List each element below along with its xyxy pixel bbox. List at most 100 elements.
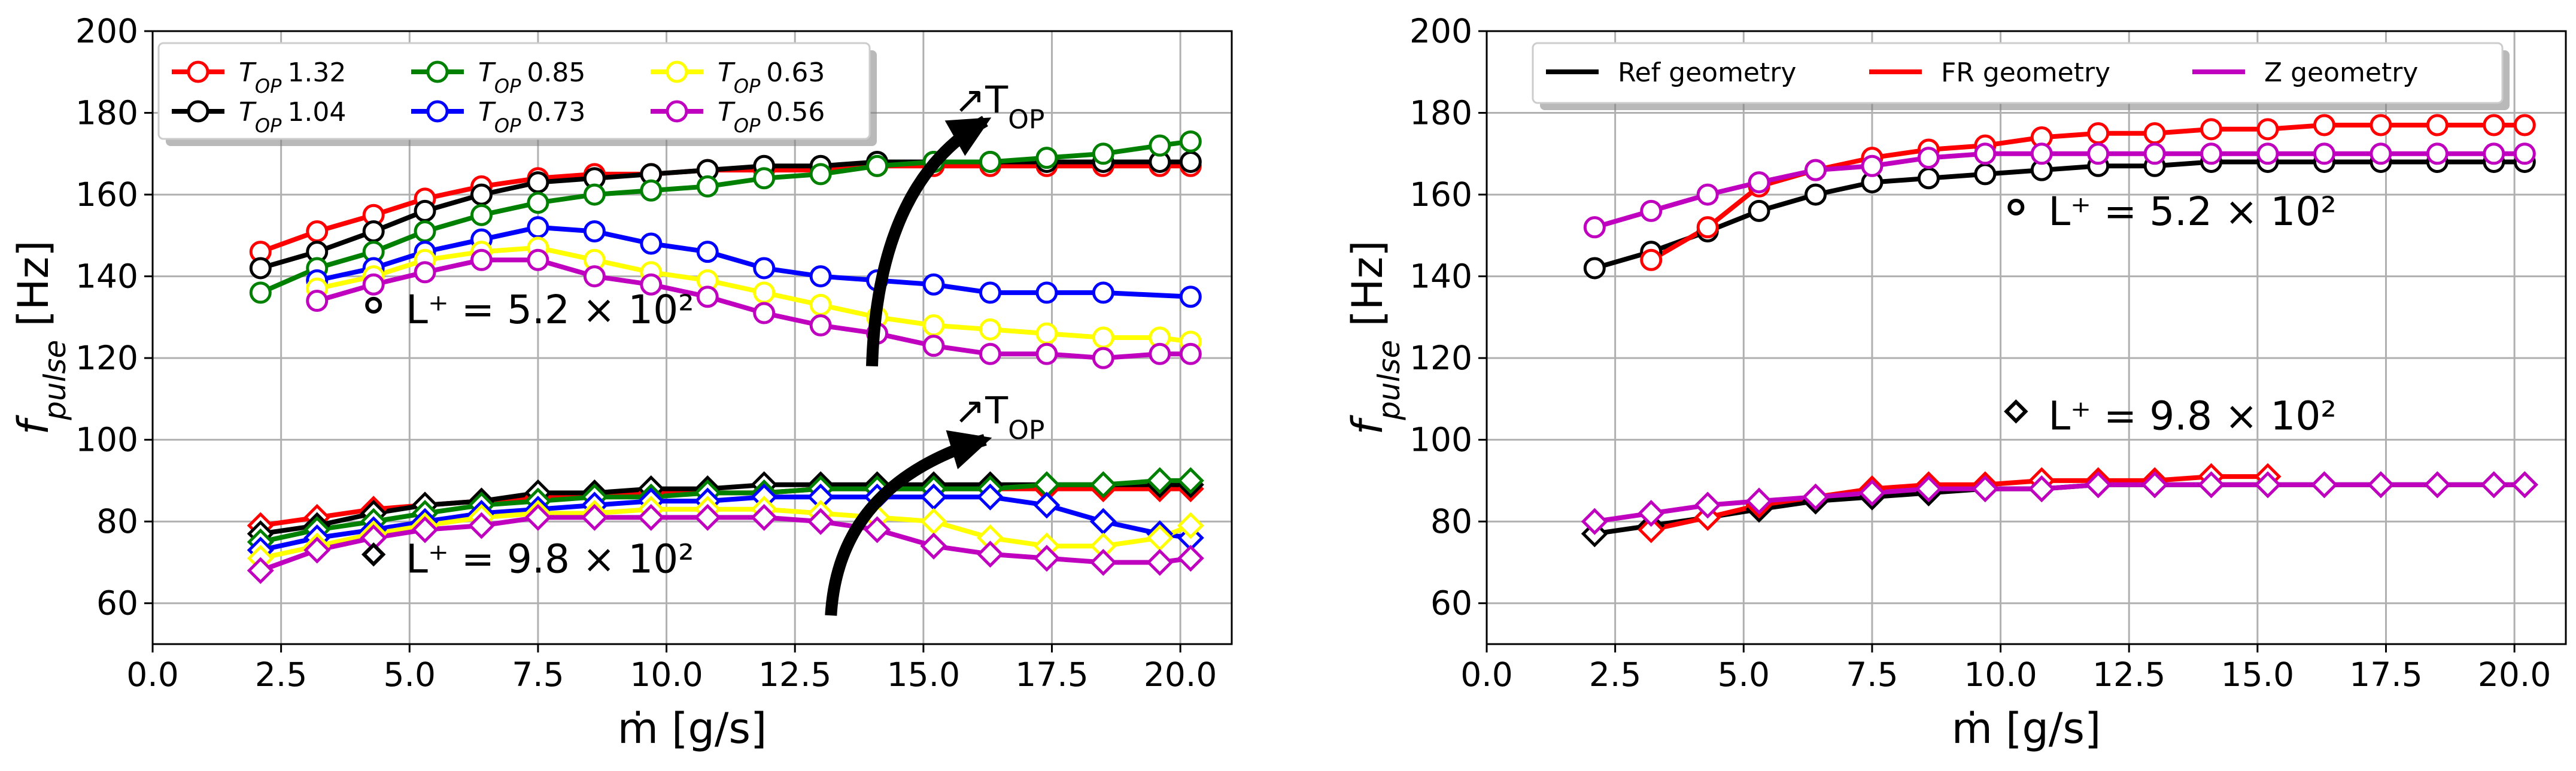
data-point xyxy=(581,503,608,531)
data-point xyxy=(1972,475,1999,503)
data-point xyxy=(976,541,1004,568)
data-point xyxy=(414,220,436,243)
legend-prefix-sub: OP xyxy=(255,114,282,137)
legend-box xyxy=(1532,42,2504,104)
y-tick-label: 100 xyxy=(1409,421,1472,459)
data-point xyxy=(524,503,552,531)
legend-marker xyxy=(666,60,688,83)
annotation-text: L⁺ = 9.8 × 10² xyxy=(2048,393,2337,439)
data-point xyxy=(1581,508,1608,535)
data-point xyxy=(1748,199,1770,222)
data-point xyxy=(2511,471,2538,499)
annotation-top-sub: OP xyxy=(1008,104,1044,135)
y-axis-label: fpulse [Hz] xyxy=(1343,240,1407,435)
legend-label: FR geometry xyxy=(1941,57,2110,88)
data-point xyxy=(2085,471,2112,499)
data-point xyxy=(2483,114,2505,136)
data-point xyxy=(1640,199,1663,222)
data-point xyxy=(1694,491,1721,519)
data-point xyxy=(467,512,496,539)
data-point xyxy=(303,536,331,564)
data-point xyxy=(527,216,549,239)
y-tick-label: 80 xyxy=(96,502,138,541)
legend-value: 0.63 xyxy=(766,57,825,88)
x-tick-label: 0.0 xyxy=(126,655,178,694)
y-tick-label: 200 xyxy=(75,12,138,50)
y-axis-label-unit: [Hz] xyxy=(9,240,58,339)
data-point xyxy=(1092,142,1114,165)
data-point xyxy=(2256,118,2279,141)
data-point xyxy=(1748,171,1770,194)
data-point xyxy=(306,290,329,312)
data-point xyxy=(807,508,834,535)
annotation-top: ↗TOP xyxy=(954,78,1044,135)
data-point xyxy=(753,167,776,190)
data-point xyxy=(2141,471,2168,499)
x-tick-label: 7.5 xyxy=(1846,655,1898,694)
axes-frame xyxy=(1486,30,2567,645)
legend-prefix: T xyxy=(478,97,496,128)
data-point xyxy=(1146,467,1174,494)
data-point xyxy=(470,248,493,271)
x-tick-label: 2.5 xyxy=(1589,655,1641,694)
data-point xyxy=(583,220,606,243)
data-point xyxy=(1917,167,1940,190)
data-point xyxy=(2198,471,2225,499)
y-axis-label-unit: [Hz] xyxy=(1343,240,1392,339)
annotation-text: L⁺ = 9.8 × 10² xyxy=(406,536,694,582)
legend-prefix: T xyxy=(239,57,257,88)
data-point xyxy=(2423,471,2451,499)
legend-prefix: T xyxy=(239,97,257,128)
data-point xyxy=(1179,130,1202,153)
annotation-marker-diamond xyxy=(2004,399,2028,424)
y-tick-label: 180 xyxy=(1409,94,1472,132)
data-point xyxy=(922,314,945,337)
data-point xyxy=(583,265,606,288)
data-point xyxy=(1089,548,1117,576)
data-point xyxy=(2513,114,2536,136)
data-point xyxy=(2370,142,2392,165)
data-point xyxy=(809,314,832,337)
data-point xyxy=(1149,134,1171,157)
x-axis-label: ṁ [g/s] xyxy=(618,704,767,753)
y-tick-label: 160 xyxy=(75,175,138,214)
data-point xyxy=(753,257,776,280)
data-point xyxy=(1033,491,1061,519)
data-point xyxy=(414,199,436,222)
data-point xyxy=(2030,142,2053,165)
data-point xyxy=(809,265,832,288)
legend-value: 0.85 xyxy=(527,57,585,88)
data-point xyxy=(2200,118,2223,141)
data-point xyxy=(1696,183,1719,206)
data-point xyxy=(2200,142,2223,165)
data-point xyxy=(979,318,1001,341)
legend-prefix: T xyxy=(478,57,496,88)
legend-marker xyxy=(426,60,449,83)
y-tick-label: 80 xyxy=(1430,502,1472,541)
data-point xyxy=(751,503,778,531)
series-line xyxy=(316,224,1191,299)
y-tick-label: 140 xyxy=(1409,257,1472,296)
data-point xyxy=(527,171,549,194)
annotation-top-text: ↗T xyxy=(954,78,1008,122)
x-tick-label: 17.5 xyxy=(2349,655,2422,694)
data-point xyxy=(979,150,1001,173)
legend-label: Z geometry xyxy=(2264,57,2418,88)
data-point xyxy=(2310,471,2338,499)
y-tick-label: 120 xyxy=(1409,339,1472,377)
data-point xyxy=(753,281,776,304)
x-tick-label: 10.0 xyxy=(630,655,703,694)
data-point xyxy=(2313,114,2335,136)
y-axis-label-sub: pulse xyxy=(1372,340,1407,421)
x-tick-label: 0.0 xyxy=(1460,655,1512,694)
data-point xyxy=(2367,471,2395,499)
data-point xyxy=(2087,142,2110,165)
data-point xyxy=(2426,142,2449,165)
data-point xyxy=(1092,326,1114,349)
legend-prefix-sub: OP xyxy=(494,75,521,98)
annotation-marker-diamond xyxy=(361,542,386,567)
y-tick-label: 60 xyxy=(96,584,138,623)
data-point xyxy=(640,232,663,255)
data-point xyxy=(470,183,493,206)
data-point xyxy=(1638,516,1665,544)
